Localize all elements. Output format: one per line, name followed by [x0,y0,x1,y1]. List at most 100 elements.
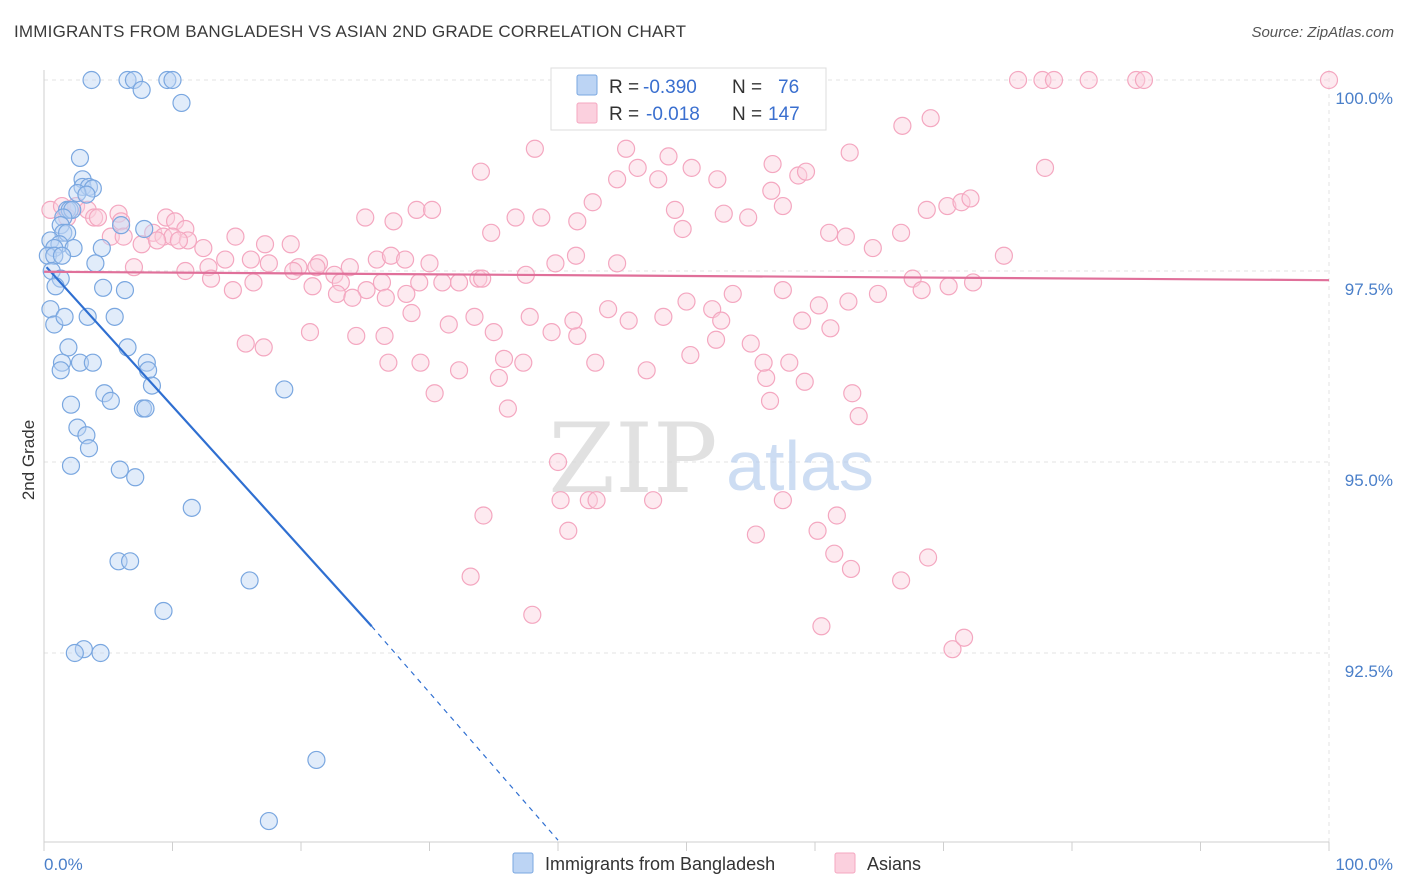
asians-point-171 [1008,70,1028,90]
asians-point-22 [255,235,275,254]
legend-n-label-1: N = [732,77,762,98]
series-swatch-bangladesh [512,852,534,874]
asians-point-123 [841,559,861,579]
asians-point-44 [473,269,492,288]
asians-point-167 [952,193,971,212]
asians-point-145 [682,158,701,177]
asians-point-40 [410,273,429,292]
asians-point-3 [78,200,97,219]
asians-point-63 [465,307,484,326]
asians-point-143 [665,200,685,219]
asians-point-108 [843,384,862,403]
asians-point-51 [244,273,263,292]
asians-point-132 [384,212,403,231]
bangladesh-point-46 [83,353,102,372]
asians-point-41 [433,273,452,292]
bangladesh-point-41 [105,307,124,326]
asians-point-96 [681,345,700,365]
asians-point-75 [809,296,828,315]
asians-point-76 [839,292,858,311]
bangladesh-trend-extension [371,625,559,841]
asians-point-124 [891,571,911,590]
asians-point-9 [156,208,176,227]
asians-point-37 [357,281,376,300]
asians-point-153 [863,238,882,258]
bangladesh-point-5 [132,80,151,100]
asians-point-65 [520,307,539,326]
bangladesh-point-45 [70,353,90,372]
bangladesh-point-6 [172,93,191,113]
bangladesh-point-67 [154,601,173,621]
asians-point-103 [754,353,773,372]
asians-point-81 [963,273,983,292]
asians-point-141 [628,158,647,177]
asians-point-68 [619,311,638,330]
asians-point-62 [439,315,458,334]
bangladesh-point-69 [65,643,84,663]
asians-point-26 [199,258,218,277]
asians-point-23 [281,235,300,254]
asians-point-176 [1134,70,1154,90]
asians-point-102 [489,368,508,388]
asians-point-72 [712,311,731,330]
asians-point-34 [420,254,439,273]
bangladesh-point-47 [137,353,156,372]
asians-point-156 [471,162,490,181]
bangladesh-point-56 [136,399,155,418]
asians-point-152 [836,227,855,246]
asians-point-83 [347,326,366,346]
asians-point-24 [241,250,260,269]
asians-point-151 [820,223,839,242]
asians-point-97 [706,330,726,349]
asians-point-56 [169,231,189,250]
asians-point-73 [723,284,742,304]
asians-point-8 [111,212,131,231]
legend-swatch-asians [576,102,598,124]
bangladesh-point-61 [110,460,129,479]
asians-trend-line [43,270,1330,282]
asians-point-107 [821,319,840,338]
asians-point-121 [808,521,827,540]
bangladesh-trend-line [45,266,373,627]
asians-point-19 [147,231,167,250]
asians-point-177 [1319,70,1339,90]
bangladesh-point-59 [79,439,99,458]
asians-point-118 [773,491,792,510]
asians-point-67 [599,300,618,319]
bangladesh-point-34 [46,277,65,296]
asians-point-144 [673,219,692,239]
bangladesh-point-29 [45,246,64,265]
asians-point-101 [425,384,444,403]
bangladesh-point-31 [86,254,105,273]
asians-point-77 [868,284,888,304]
asians-point-140 [608,170,627,189]
bangladesh-point-3 [158,70,177,90]
asians-point-54 [307,258,326,277]
bangladesh-point-70 [91,643,110,663]
bangladesh-point-49 [138,361,158,380]
bangladesh-point-62 [126,468,145,487]
bangladesh-point-39 [55,307,74,326]
asians-point-35 [303,277,322,296]
asians-point-42 [449,273,469,292]
bangladesh-point-35 [94,278,113,297]
series-label-asians: Asians [867,854,921,874]
asians-point-90 [494,349,514,368]
asians-point-25 [216,250,235,269]
asians-point-57 [223,281,242,300]
bangladesh-point-66 [240,571,259,590]
asians-point-130 [812,617,831,636]
asians-point-98 [741,334,760,353]
asians-point-66 [568,326,587,346]
asians-point-59 [343,288,362,307]
asians-point-116 [587,491,606,510]
asians-points [41,70,1339,659]
asians-point-84 [236,334,255,353]
legend-n-value-1: 76 [778,77,799,98]
bangladesh-point-43 [59,338,78,357]
asians-point-38 [372,273,392,292]
y-tick-label-1: 97.5% [1345,280,1393,299]
axes [43,70,1330,851]
asians-point-113 [559,521,578,540]
chart-title: IMMIGRANTS FROM BANGLADESH VS ASIAN 2ND … [14,22,687,41]
